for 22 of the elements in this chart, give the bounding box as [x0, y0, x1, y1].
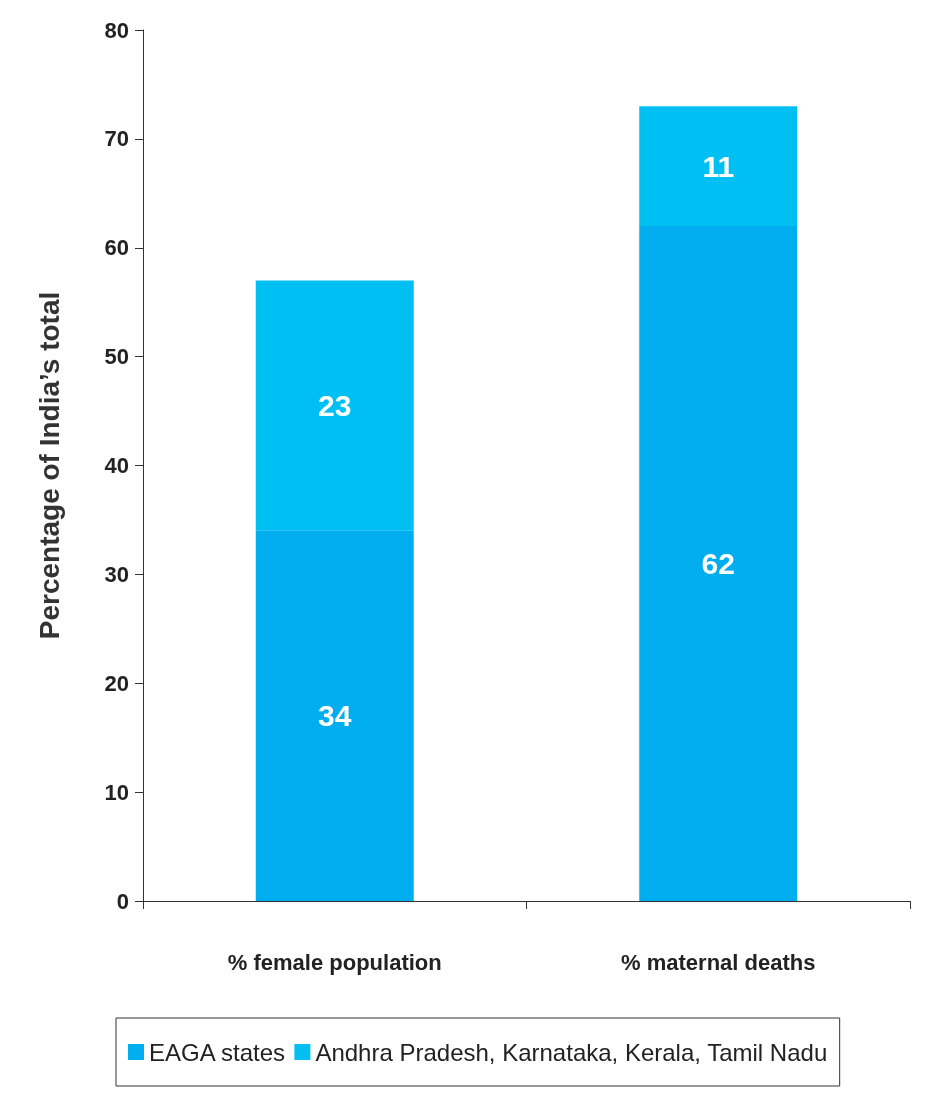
- y-tick-label: 30: [104, 561, 129, 587]
- y-tick-label: 10: [104, 779, 129, 805]
- data-label: 23: [318, 389, 352, 423]
- legend-label: Andhra Pradesh, Karnataka, Kerala, Tamil Nadu: [315, 1038, 828, 1066]
- y-axis-title: Percentage of India’s total: [33, 291, 65, 640]
- bar: [639, 106, 798, 226]
- y-tick-label: 60: [104, 235, 129, 261]
- x-tick-label: % maternal deaths: [621, 949, 816, 975]
- y-tick-label: 70: [104, 126, 129, 152]
- data-label: 34: [318, 699, 352, 733]
- y-tick-label: 20: [104, 670, 129, 696]
- bar: [255, 280, 414, 531]
- y-tick-label: 0: [116, 888, 129, 914]
- bar: [255, 530, 414, 901]
- bar: [639, 225, 798, 901]
- y-tick-label: 40: [104, 453, 129, 478]
- legend-label: EAGA states: [149, 1038, 286, 1066]
- data-label: 62: [701, 546, 735, 580]
- y-tick-label: 50: [104, 344, 129, 370]
- y-tick-label: 80: [104, 17, 129, 43]
- data-label: 11: [702, 149, 735, 183]
- x-tick-label: % female population: [227, 949, 442, 975]
